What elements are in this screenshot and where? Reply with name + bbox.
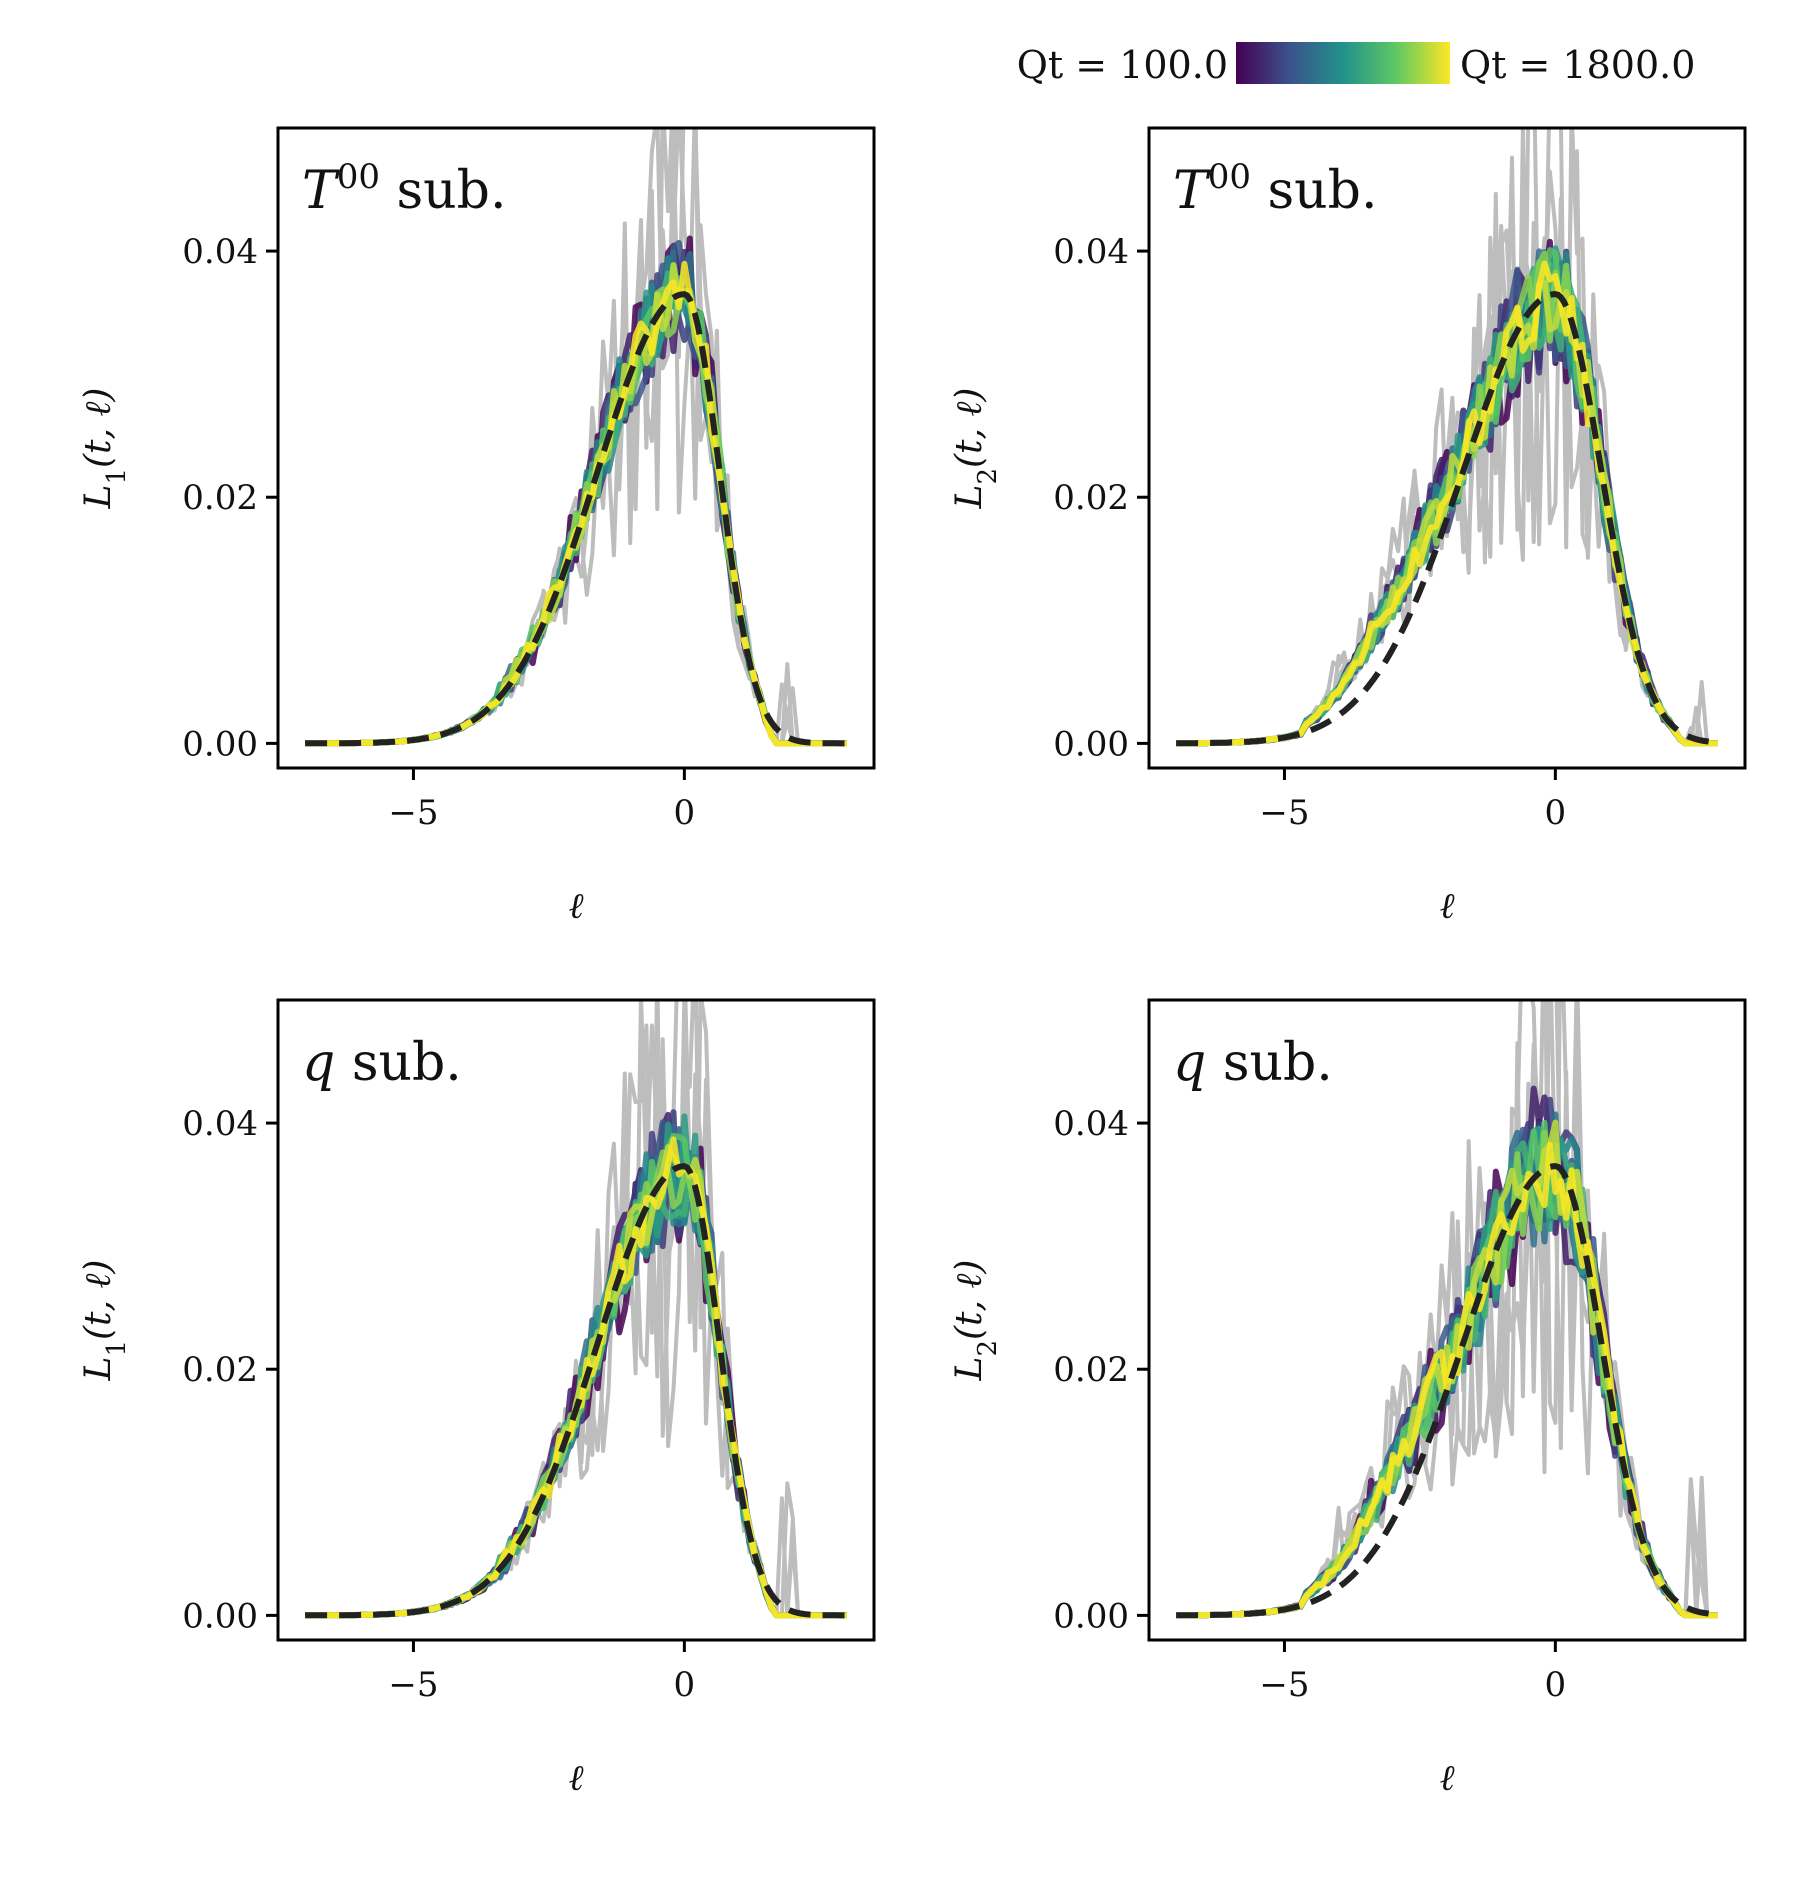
x-axis-label: ℓ	[569, 1758, 584, 1799]
reference-dashed-line	[1176, 291, 1719, 747]
plot-area	[304, 128, 847, 747]
y-tick-label: 0.00	[1053, 724, 1129, 764]
panel-title: T00 sub.	[1173, 157, 1377, 221]
y-tick-label: 0.00	[182, 724, 258, 764]
y-tick-label: 0.04	[182, 1104, 258, 1144]
y-tick-label: 0.00	[182, 1596, 258, 1636]
y-tick-label: 0.02	[182, 1350, 258, 1390]
time-series-line	[305, 235, 847, 747]
x-tick-label: −5	[388, 1665, 438, 1705]
y-axis-label: L1(t, ℓ)	[78, 388, 132, 510]
time-series-line	[305, 239, 847, 747]
x-axis-label: ℓ	[1440, 886, 1455, 927]
axes-frame	[276, 998, 876, 1642]
x-tick-label: 0	[1545, 793, 1567, 833]
panel-top-right: −5 0 0.00 0.02 0.04 ℓ L2(t, ℓ) T00 sub.	[949, 126, 1747, 927]
x-tick-label: 0	[674, 793, 696, 833]
time-series-line	[305, 286, 847, 747]
y-axis-label: L2(t, ℓ)	[949, 388, 1003, 510]
y-axis-label: L2(t, ℓ)	[949, 1260, 1003, 1382]
colorbar: Qt = 100.0 Qt = 1800.0	[1017, 42, 1695, 87]
colorbar-max-label: Qt = 1800.0	[1460, 43, 1695, 87]
y-tick-label: 0.04	[182, 232, 258, 272]
panel-bottom-left: −5 0 0.00 0.02 0.04 ℓ L1(t, ℓ) q sub.	[78, 998, 876, 1799]
panel-bottom-right: −5 0 0.00 0.02 0.04 ℓ L2(t, ℓ) q sub.	[949, 998, 1747, 1799]
time-series-line	[1176, 260, 1718, 747]
x-tick-label: −5	[1259, 1665, 1309, 1705]
x-tick-label: 0	[674, 1665, 696, 1705]
panel-title: T00 sub.	[302, 157, 506, 221]
y-tick-label: 0.04	[1053, 232, 1129, 272]
panel-title: q sub.	[302, 1033, 462, 1093]
axes-frame	[276, 126, 876, 770]
x-tick-label: −5	[388, 793, 438, 833]
panels: −5 0 0.00 0.02 0.04 ℓ L1(t, ℓ) T00 sub. −5 0 0.00 0…	[78, 126, 1747, 1799]
plot-area	[304, 1000, 847, 1619]
panel-title: q sub.	[1173, 1033, 1333, 1093]
plot-area	[1176, 128, 1719, 747]
axes-frame	[1147, 998, 1747, 1642]
reference-dashed-line	[1176, 1163, 1719, 1619]
x-tick-label: −5	[1259, 793, 1309, 833]
axes-frame	[1147, 126, 1747, 770]
reference-dashed-line	[304, 291, 847, 747]
y-axis-label: L1(t, ℓ)	[78, 1260, 132, 1382]
y-tick-label: 0.02	[182, 478, 258, 518]
y-tick-label: 0.02	[1053, 478, 1129, 518]
x-axis-label: ℓ	[1440, 1758, 1455, 1799]
panel-top-left: −5 0 0.00 0.02 0.04 ℓ L1(t, ℓ) T00 sub.	[78, 126, 876, 927]
y-tick-label: 0.00	[1053, 1596, 1129, 1636]
plot-area	[1176, 1000, 1719, 1619]
y-tick-label: 0.04	[1053, 1104, 1129, 1144]
gray-series-line	[305, 1000, 847, 1618]
colorbar-min-label: Qt = 100.0	[1017, 43, 1228, 87]
time-series-line	[305, 1145, 847, 1619]
x-axis-label: ℓ	[569, 886, 584, 927]
time-series-line	[1176, 280, 1718, 747]
x-tick-label: 0	[1545, 1665, 1567, 1705]
y-tick-label: 0.02	[1053, 1350, 1129, 1390]
colorbar-gradient	[1236, 42, 1450, 84]
reference-dashed-line	[304, 1163, 847, 1619]
